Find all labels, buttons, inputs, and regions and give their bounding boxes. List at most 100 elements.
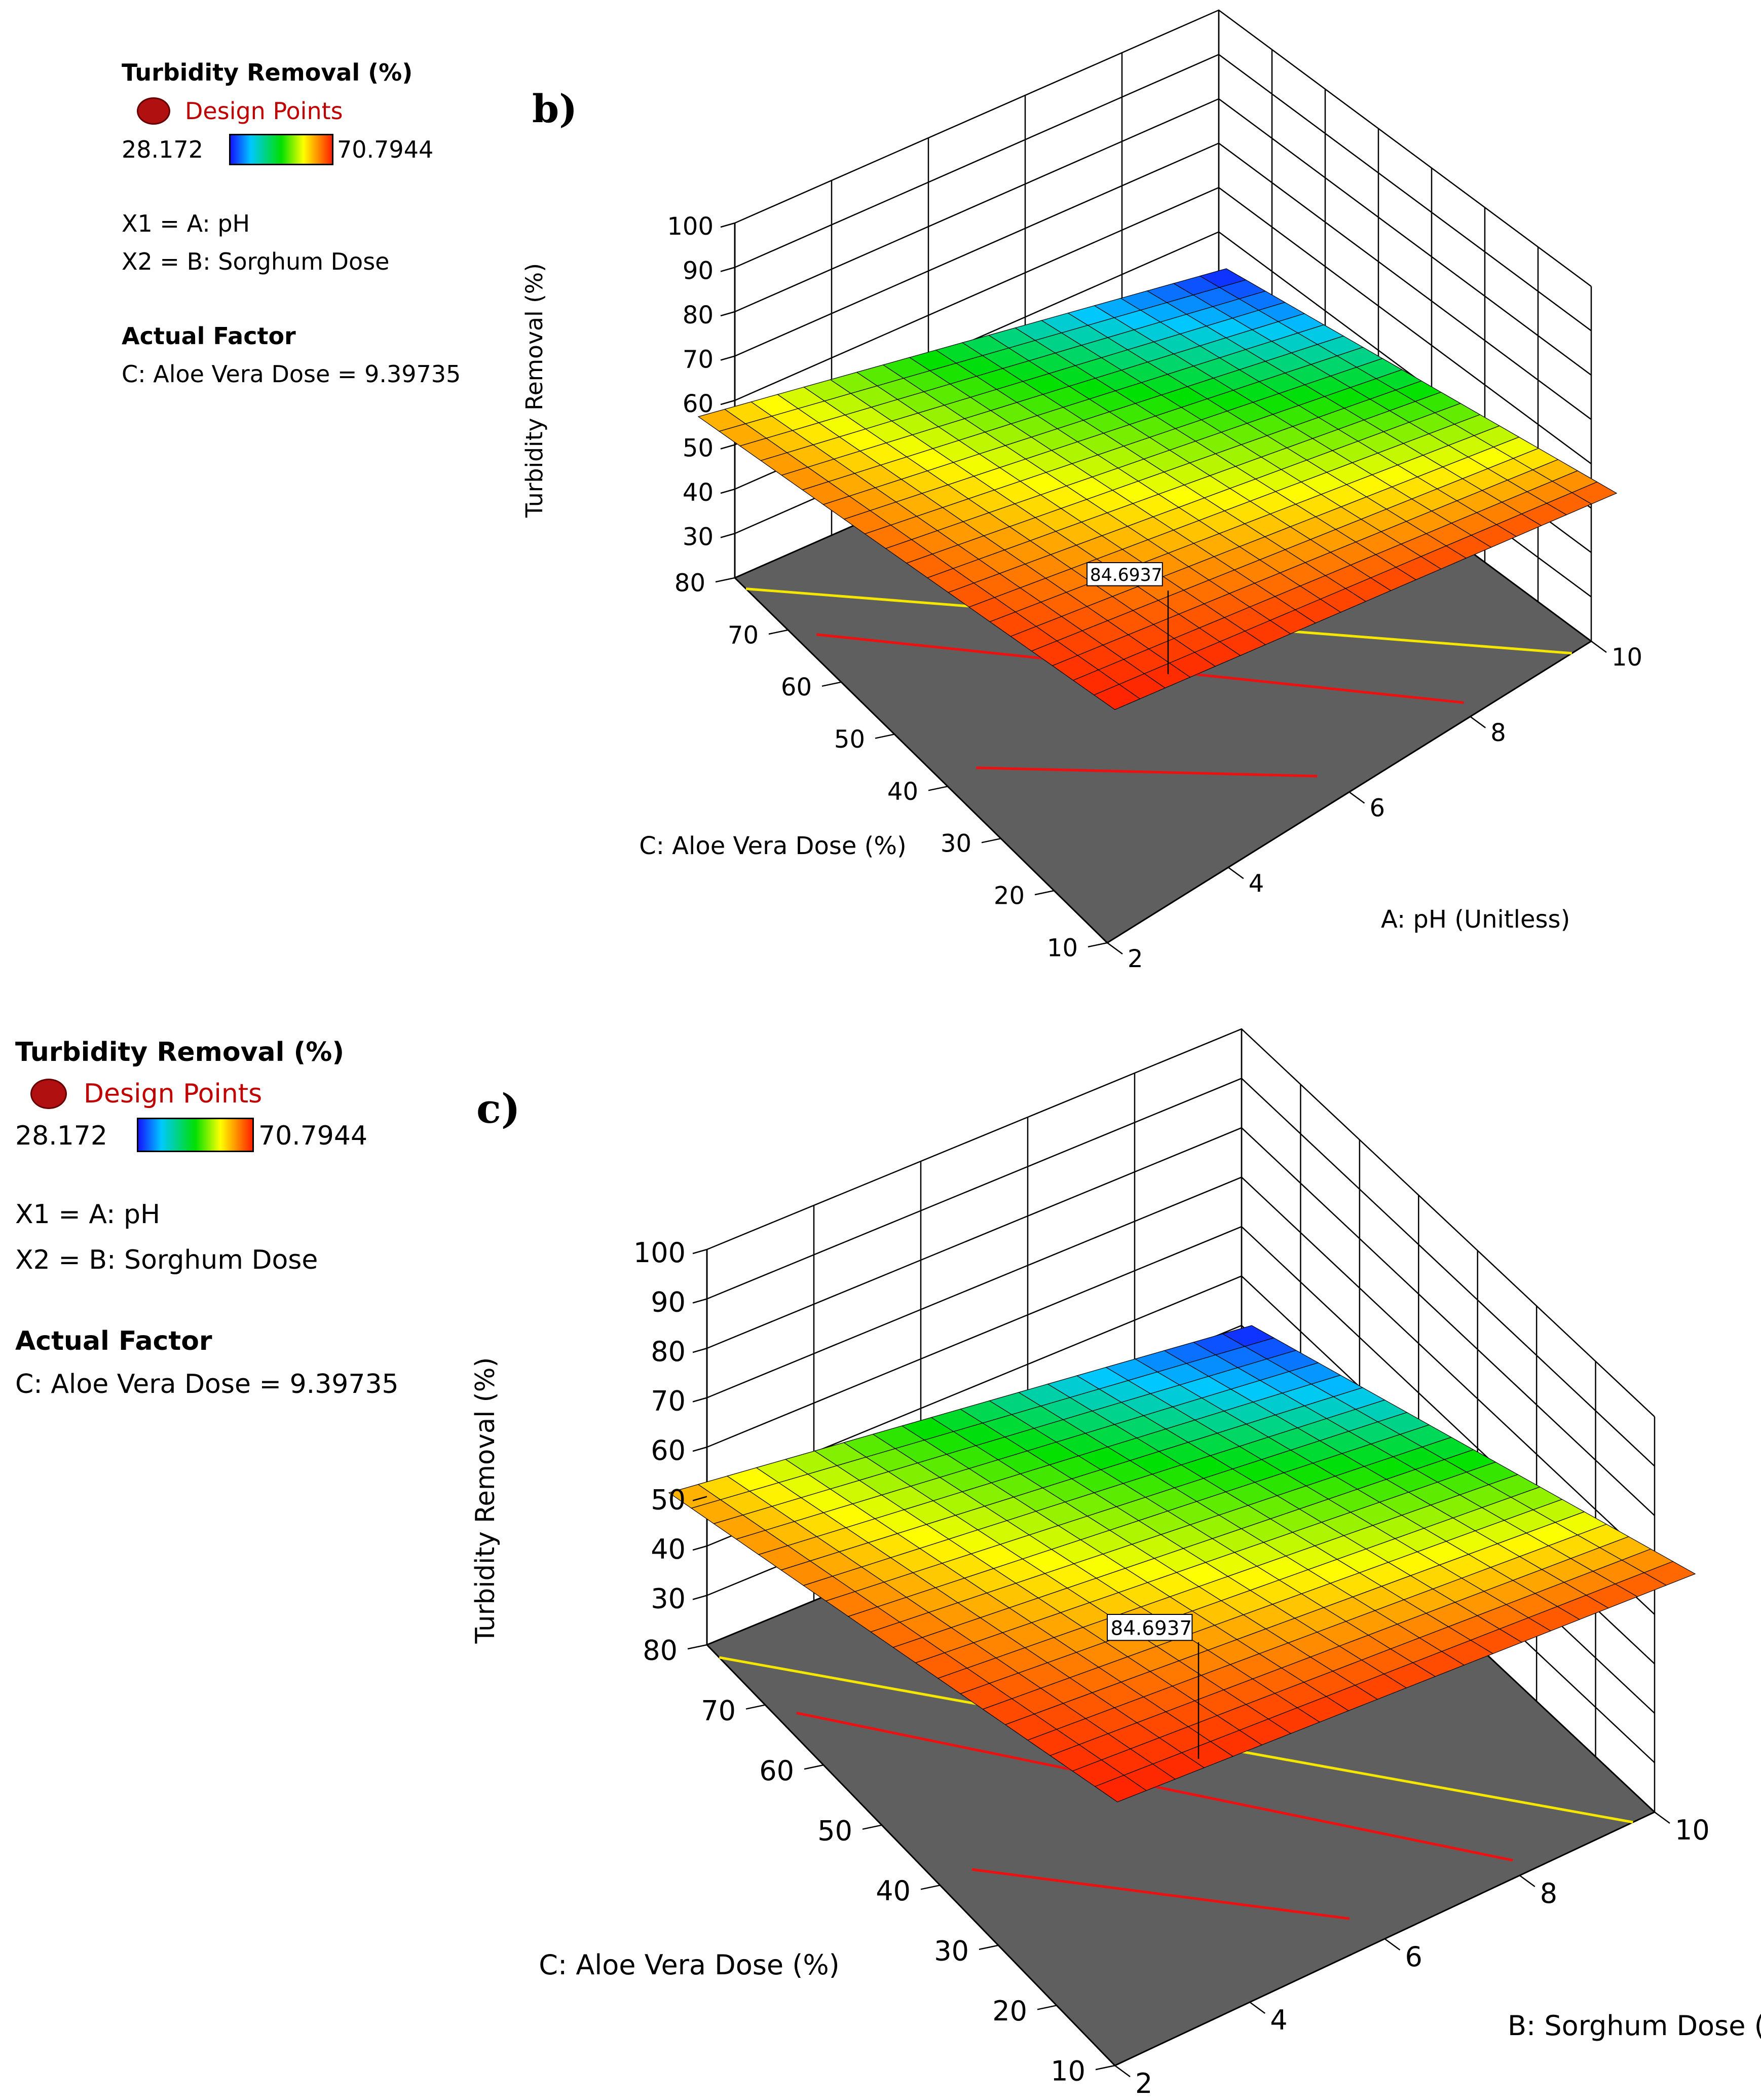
left-axis-tick-label: 60 [759,1755,794,1787]
surface-cell [1093,684,1141,710]
left-axis-tick-label: 30 [934,1935,969,1967]
z-tick-label: 60 [683,390,714,418]
right-axis-tick [1470,716,1486,728]
left-axis-tick [1037,2005,1057,2010]
z-tick [720,488,735,494]
z-tick-label: 30 [651,1582,686,1614]
left-axis-tick-label: 40 [876,1875,911,1907]
z-tick [720,311,735,317]
right-axis-tick-label: 4 [1249,869,1264,898]
right-axis-tick-label: 6 [1370,794,1385,823]
chart-panel-b: Turbidity Removal (%) Design Points 28.1… [0,0,1761,981]
right-axis-tick-label: 2 [1135,2068,1152,2099]
right-axis-label: A: pH (Unitless) [1381,905,1570,934]
left-axis-tick [768,629,789,635]
wall-grid-line [706,1078,1655,1467]
left-axis-tick-label: 10 [1047,934,1078,962]
left-axis-tick-label: 40 [887,778,918,806]
right-axis-tick-label: 2 [1128,945,1143,973]
left-axis-tick-label: 70 [728,621,759,649]
z-tick [720,444,735,450]
right-axis-tick [1384,1938,1401,1951]
z-tick-label: 40 [651,1533,686,1565]
left-axis-tick [687,1644,707,1650]
right-axis-tick [1228,867,1244,879]
left-axis-tick [745,1704,766,1710]
right-axis-tick [1114,2065,1131,2078]
z-tick-label: 30 [683,523,714,551]
legend-min: 28.172 [122,136,203,163]
left-axis-tick [928,786,948,791]
surface-cell [1094,1775,1147,1802]
left-axis-tick [862,1824,882,1830]
actual-factor-value: C: Aloe Vera Dose = 9.39735 [122,360,461,388]
z-tick-label: 40 [683,478,714,507]
z-tick-label: 70 [651,1385,686,1417]
left-axis-tick-label: 20 [994,882,1025,910]
z-tick [720,222,735,228]
left-axis-tick [1095,2065,1115,2071]
wall-grid-line [706,1127,1655,1516]
design-point-label-box [1086,562,1163,586]
z-tick-label: 80 [651,1336,686,1368]
z-tick [720,399,735,406]
legend-x1: X1 = A: pH [122,210,250,237]
left-axis-tick-label: 80 [643,1635,678,1667]
z-tick-label: 50 [651,1484,686,1516]
colorbar [137,1118,254,1152]
z-tick [692,1496,707,1501]
legend-x2: X2 = B: Sorghum Dose [15,1245,318,1275]
design-point-label-box [1107,1614,1193,1641]
design-point-label: 84.6937 [1090,565,1163,585]
left-axis-tick [1034,890,1055,896]
left-axis-tick-label: 70 [701,1694,736,1726]
wall-grid-line [734,54,1592,331]
left-axis-tick-label: 80 [675,569,705,597]
legend-x1: X1 = A: pH [15,1199,161,1230]
left-axis-tick [920,1885,941,1890]
legend-max: 70.7944 [258,1121,368,1151]
right-axis-tick-label: 10 [1612,643,1642,672]
actual-factor-title: Actual Factor [15,1326,212,1356]
wall-grid-line [734,142,1592,420]
legend-design-points: Design Points [84,1079,263,1109]
legend-min: 28.172 [15,1121,107,1151]
right-axis-label: B: Sorghum Dose (mg/L) [1508,2010,1761,2042]
right-axis-tick [1249,2001,1265,2014]
chart-panel-c: Turbidity Removal (%) Design Points 28.1… [0,993,1761,2100]
panel-letter: c) [476,1085,520,1132]
design-point-marker-icon [137,97,170,125]
colorbar [229,134,333,165]
wall-grid-line [706,1028,1655,1417]
z-tick-label: 60 [651,1434,686,1466]
left-axis-tick-label: 10 [1051,2055,1085,2087]
right-axis-tick-label: 6 [1405,1941,1422,1973]
z-axis-label: Turbidity Removal (%) [470,1357,501,1644]
z-tick [692,1545,707,1551]
design-point-marker-icon [30,1079,67,1109]
right-axis-tick [1107,942,1123,955]
right-axis-tick-label: 8 [1490,719,1506,747]
left-axis-label: C: Aloe Vera Dose (%) [539,1949,839,1981]
left-axis-tick-label: 50 [817,1815,852,1847]
legend-title: Turbidity Removal (%) [15,1037,345,1067]
left-axis-tick [1088,942,1108,948]
left-axis-tick [821,681,842,687]
legend-design-points: Design Points [185,97,343,125]
z-tick-label: 100 [633,1237,686,1269]
left-axis-tick-label: 50 [834,725,865,754]
legend-title: Turbidity Removal (%) [122,59,413,86]
z-tick-label: 100 [667,212,714,241]
z-tick [692,1248,707,1255]
left-axis-tick-label: 20 [992,1995,1027,2027]
right-axis-tick [1519,1874,1535,1888]
left-axis-tick [979,1944,999,1950]
z-tick [692,1446,707,1452]
z-tick [720,355,735,361]
z-tick [720,267,735,272]
right-axis-tick [1591,640,1607,653]
wall-grid-line [734,98,1592,376]
left-axis-tick [804,1764,824,1770]
z-tick [692,1397,707,1403]
wall-grid-line [734,187,1592,465]
